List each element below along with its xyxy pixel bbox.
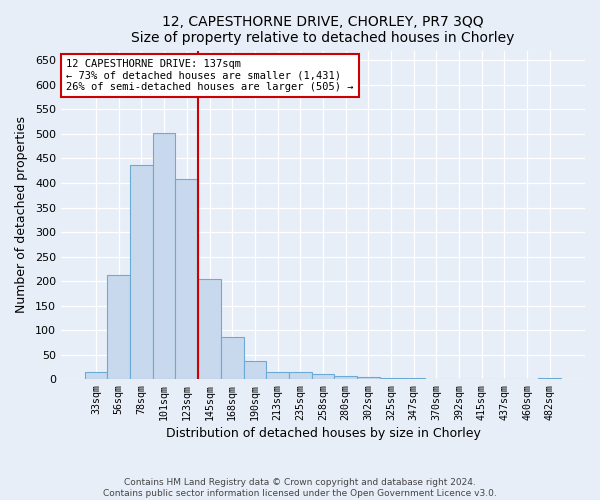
Bar [403, 378, 425, 379]
Bar [153, 133, 175, 379]
Bar [334, 376, 357, 379]
Bar [266, 372, 289, 379]
Text: 12 CAPESTHORNE DRIVE: 137sqm
← 73% of detached houses are smaller (1,431)
26% of: 12 CAPESTHORNE DRIVE: 137sqm ← 73% of de… [66, 58, 353, 92]
Bar [107, 274, 130, 379]
Bar [175, 179, 198, 379]
Bar [538, 378, 561, 379]
Bar [198, 278, 221, 379]
Bar [311, 374, 334, 379]
Title: 12, CAPESTHORNE DRIVE, CHORLEY, PR7 3QQ
Size of property relative to detached ho: 12, CAPESTHORNE DRIVE, CHORLEY, PR7 3QQ … [131, 15, 515, 45]
Bar [130, 166, 153, 379]
X-axis label: Distribution of detached houses by size in Chorley: Distribution of detached houses by size … [166, 427, 481, 440]
Y-axis label: Number of detached properties: Number of detached properties [15, 116, 28, 314]
Bar [244, 361, 266, 379]
Text: Contains HM Land Registry data © Crown copyright and database right 2024.
Contai: Contains HM Land Registry data © Crown c… [103, 478, 497, 498]
Bar [289, 372, 311, 379]
Bar [221, 338, 244, 379]
Bar [85, 372, 107, 379]
Bar [357, 377, 380, 379]
Bar [380, 378, 403, 379]
